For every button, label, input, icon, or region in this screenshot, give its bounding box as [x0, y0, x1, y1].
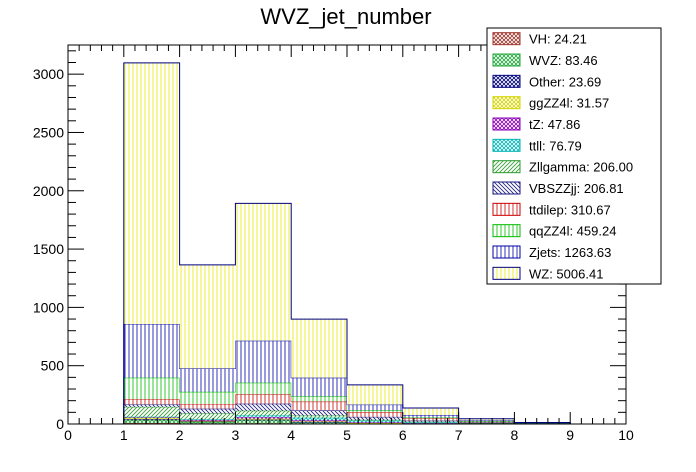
bar-ttdilep-bin-4 — [291, 401, 347, 411]
legend-box — [486, 27, 662, 285]
x-tick-label: 9 — [566, 427, 574, 443]
legend-label-qqzz4l: qqZZ4l: 459.24 — [529, 224, 616, 239]
legend-label-wvz: WVZ: 83.46 — [529, 53, 598, 68]
chart-title: WVZ_jet_number — [260, 4, 431, 29]
bar-vbszzjj-bin-2 — [179, 408, 236, 414]
bar-wvz-bin-4 — [291, 422, 347, 424]
bar-wz-bin-4 — [291, 319, 347, 378]
bar-wz-bin-1 — [123, 62, 180, 325]
x-tick-label: 3 — [232, 427, 240, 443]
legend: VH: 24.21 WVZ: 83.46 Other: 23.69 ggZZ4l: 3… — [486, 27, 662, 285]
bar-vbszzjj-bin-5 — [347, 416, 403, 420]
legend-swatch-ttdilep — [492, 202, 521, 216]
x-tick-label: 1 — [120, 427, 128, 443]
legend-label-ttll: ttll: 76.79 — [529, 138, 582, 153]
bar-zjets-bin-6 — [402, 415, 459, 418]
legend-label-wz: WZ: 5006.41 — [529, 266, 603, 281]
legend-swatch-ttll — [492, 138, 521, 152]
bar-wz-bin-6 — [402, 408, 459, 416]
bar-ttdilep-bin-1 — [123, 399, 180, 405]
bar-wz-bin-3 — [235, 203, 292, 341]
legend-label-vh: VH: 24.21 — [529, 32, 587, 47]
bar-wz-bin-5 — [347, 384, 403, 405]
legend-swatch-vh — [492, 32, 521, 46]
bars-layer — [123, 62, 571, 425]
bar-zllgamma-bin-3 — [235, 410, 292, 416]
bar-wvz-bin-3 — [235, 420, 292, 424]
x-tick-label: 2 — [176, 427, 184, 443]
bar-wz-bin-2 — [179, 264, 236, 369]
x-tick-label: 5 — [343, 427, 351, 443]
legend-label-ggzz4l: ggZZ4l: 31.57 — [529, 96, 609, 111]
y-tick-label: 2000 — [33, 183, 64, 199]
legend-swatch-zjets — [492, 245, 521, 259]
y-tick-label: 3000 — [33, 66, 64, 82]
bar-zllgamma-bin-1 — [123, 406, 180, 417]
legend-label-ttdilep: ttdilep: 310.67 — [529, 202, 611, 217]
bar-vbszzjj-bin-3 — [235, 403, 292, 411]
legend-swatch-zllgamma — [492, 160, 521, 174]
x-tick-label: 7 — [455, 427, 463, 443]
bar-zllgamma-bin-2 — [179, 413, 236, 420]
axes: 0 1 2 3 4 5 6 7 8 9 10 0 500 1000 1500 2000 2500 3000 — [33, 44, 634, 443]
x-tick-label: 0 — [64, 427, 72, 443]
bar-vbszzjj-bin-1 — [123, 404, 180, 407]
bar-tz-bin-3 — [235, 417, 292, 419]
legend-swatch-wz — [492, 266, 521, 280]
bar-ttdilep-bin-3 — [235, 394, 292, 404]
y-tick-label: 1500 — [33, 241, 64, 257]
x-tick-label: 6 — [399, 427, 407, 443]
bar-wvz-bin-2 — [179, 422, 236, 424]
bar-wvz-bin-1 — [123, 420, 180, 424]
legend-label-zjets: Zjets: 1263.63 — [529, 245, 611, 260]
x-tick-label: 10 — [618, 427, 634, 443]
bar-ggzz4l-bin-1 — [123, 417, 180, 420]
bar-qqzz4l-bin-5 — [347, 410, 403, 413]
legend-swatch-qqzz4l — [492, 224, 521, 238]
y-tick-label: 2500 — [33, 124, 64, 140]
legend-swatch-other — [492, 74, 521, 88]
bar-ttll-bin-5 — [347, 420, 403, 423]
bar-wz-bin-7 — [458, 418, 515, 421]
y-tick-label: 1000 — [33, 299, 64, 315]
bar-zjets-bin-1 — [123, 324, 180, 378]
y-tick-label: 500 — [41, 358, 65, 374]
legend-label-tz: tZ: 47.86 — [529, 117, 580, 132]
bar-qqzz4l-bin-1 — [123, 377, 180, 400]
bar-qqzz4l-bin-4 — [291, 396, 347, 402]
y-tick-label: 0 — [56, 416, 64, 432]
legend-swatch-ggzz4l — [492, 96, 521, 110]
bar-zjets-bin-2 — [179, 368, 236, 392]
bar-ttll-bin-6 — [402, 422, 459, 424]
bar-vbszzjj-bin-4 — [291, 410, 347, 416]
x-tick-label: 4 — [287, 427, 295, 443]
x-tick-label: 8 — [511, 427, 519, 443]
bar-vbszzjj-bin-6 — [402, 420, 459, 422]
legend-swatch-vbszzjj — [492, 181, 521, 195]
bar-zllgamma-bin-4 — [291, 415, 347, 418]
bar-zjets-bin-4 — [291, 377, 347, 397]
legend-label-other: Other: 23.69 — [529, 74, 601, 89]
bar-zjets-bin-3 — [235, 340, 292, 383]
bar-tz-bin-4 — [291, 420, 347, 422]
bar-ttdilep-bin-2 — [179, 404, 236, 409]
legend-label-vbszzjj: VBSZZjj: 206.81 — [529, 181, 624, 196]
legend-label-zllgamma: Zllgamma: 206.00 — [529, 160, 633, 175]
legend-swatch-tz — [492, 117, 521, 131]
bar-ttdilep-bin-6 — [402, 418, 459, 421]
legend-swatch-wvz — [492, 53, 521, 67]
bar-qqzz4l-bin-3 — [235, 382, 292, 395]
bar-ttll-bin-4 — [291, 417, 347, 421]
bar-zjets-bin-5 — [347, 404, 403, 411]
bar-ttll-bin-3 — [235, 415, 292, 418]
bar-ttdilep-bin-5 — [347, 412, 403, 417]
bar-qqzz4l-bin-2 — [179, 391, 236, 405]
